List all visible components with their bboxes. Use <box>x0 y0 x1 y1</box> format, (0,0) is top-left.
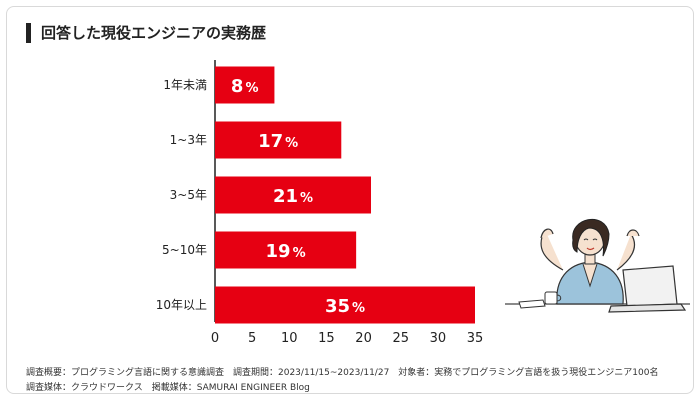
x-tick-label-35: 35 <box>467 331 484 346</box>
bar-5 <box>215 286 475 324</box>
data-label-4: 19% <box>266 241 306 262</box>
category-label-5: 10年以上 <box>156 298 207 312</box>
data-label-1: 8% <box>231 76 259 97</box>
data-label-2: 17% <box>258 131 298 152</box>
x-tick-label-15: 15 <box>318 331 335 346</box>
data-label-3: 21% <box>273 186 313 207</box>
bar-3 <box>215 176 371 214</box>
x-tick-label-5: 5 <box>248 331 256 346</box>
bar-1 <box>215 66 275 104</box>
survey-notes: 調査概要：プログラミング言語に関する意識調査 調査期間：2023/11/15~2… <box>26 366 658 396</box>
data-label-5: 35% <box>325 296 365 317</box>
title-block: 回答した現役エンジニアの実務歴 <box>26 22 266 43</box>
bar-2 <box>215 121 342 159</box>
category-label-3: 3~5年 <box>170 188 207 202</box>
engineer-illustration <box>505 218 690 313</box>
title-accent-bar <box>26 22 31 43</box>
survey-note-line-2: 調査媒体：クラウドワークス 掲載媒体：SAMURAI ENGINEER Blog <box>26 383 310 393</box>
bar-4 <box>215 231 357 269</box>
x-tick-label-30: 30 <box>430 331 447 346</box>
chart-title: 回答した現役エンジニアの実務歴 <box>41 24 267 42</box>
x-tick-label-10: 10 <box>281 331 298 346</box>
survey-note-line-1: 調査概要：プログラミング言語に関する意識調査 調査期間：2023/11/15~2… <box>26 368 659 378</box>
category-label-1: 1年未満 <box>163 78 207 92</box>
category-label-2: 1~3年 <box>170 133 207 147</box>
x-tick-label-0: 0 <box>211 331 219 346</box>
category-label-4: 5~10年 <box>162 243 207 257</box>
x-tick-label-25: 25 <box>392 331 409 346</box>
x-tick-label-20: 20 <box>355 331 372 346</box>
